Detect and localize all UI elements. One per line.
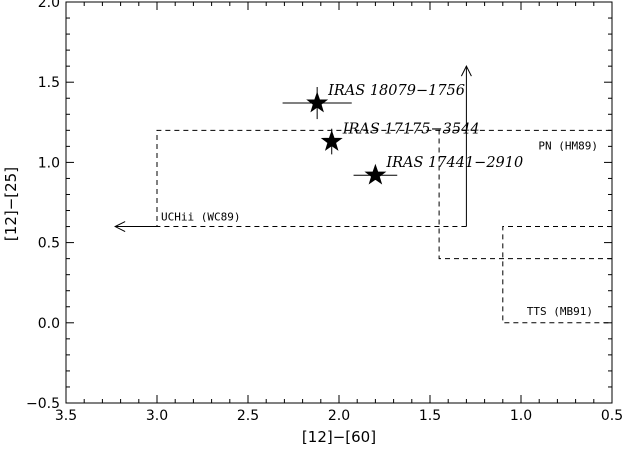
y-axis-label: [12]−[25] (2, 167, 20, 241)
x-tick-label: 1.5 (419, 408, 441, 424)
x-tick-label: 2.0 (328, 408, 350, 424)
x-tick-label: 3.5 (55, 408, 77, 424)
uchii-arrow-head (114, 221, 126, 233)
x-tick-label: 2.5 (237, 408, 259, 424)
y-tick-label: 0.0 (38, 316, 60, 332)
star-marker (306, 91, 329, 113)
x-tick-label: 3.0 (146, 408, 168, 424)
x-tick-label: 1.0 (510, 408, 532, 424)
y-tick-label: 0.5 (38, 236, 60, 252)
x-axis-label: [12]−[60] (302, 428, 376, 446)
tts-region (502, 226, 612, 324)
pn-label: PN (HM89) (538, 139, 598, 152)
star-marker (364, 163, 387, 185)
pn-region (438, 129, 612, 260)
uchii-region (156, 129, 467, 228)
point-label: IRAS 17175−3544 (342, 122, 480, 138)
x-tick-label: 0.5 (601, 408, 623, 424)
plot-frame (65, 1, 613, 404)
point-label: IRAS 17441−2910 (385, 155, 523, 171)
star-marker (320, 130, 343, 151)
y-tick-label: −0.5 (26, 396, 60, 412)
pn-arrow-head (460, 65, 472, 77)
point-label: IRAS 18079−1756 (327, 83, 465, 99)
y-tick-label: 1.0 (38, 155, 60, 171)
y-tick-label: 1.5 (38, 75, 60, 91)
y-tick-label: 2.0 (38, 0, 60, 11)
uchii-label: UCHii (WC89) (161, 211, 240, 224)
tts-label: TTS (MB91) (527, 305, 593, 318)
